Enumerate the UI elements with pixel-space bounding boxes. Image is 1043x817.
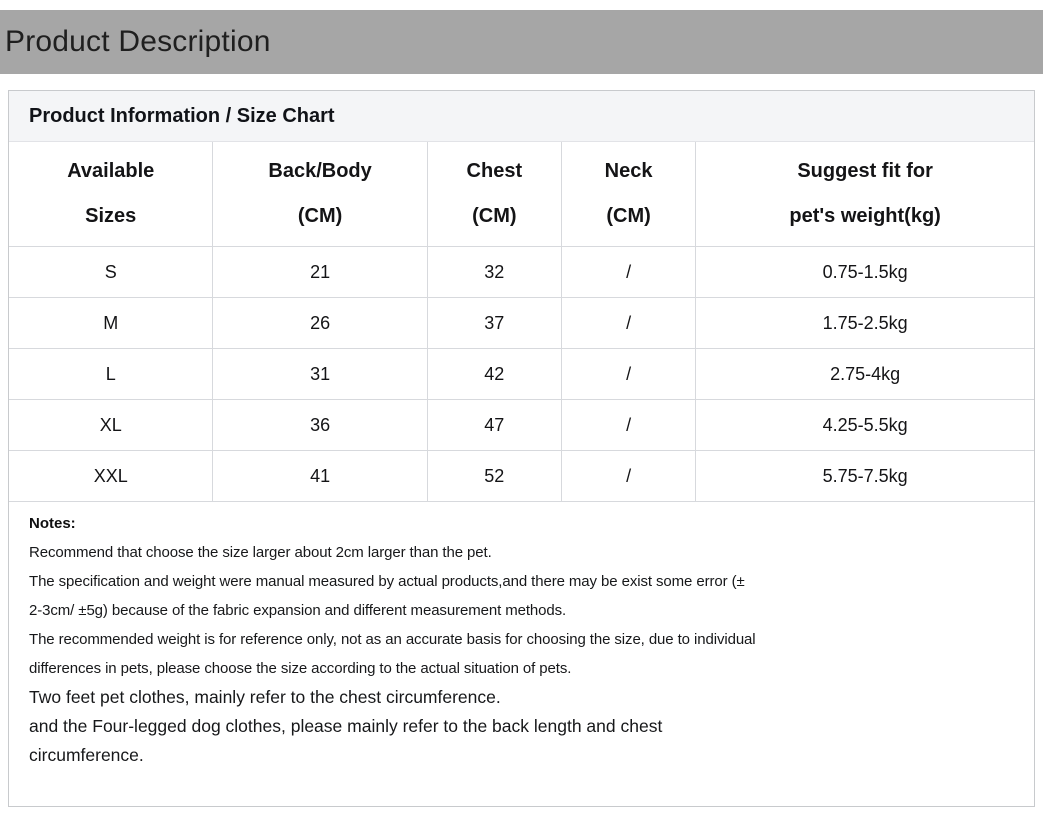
size-chart-panel: Product Information / Size Chart Availab… [8,90,1035,807]
cell-neck: / [561,399,697,451]
cell-weight: 0.75-1.5kg [695,246,1034,298]
table-row-size-l: L 31 42 / 2.75-4kg [9,348,1034,400]
cell-chest: 47 [427,399,562,451]
cell-chest: 32 [427,246,562,298]
table-row-size-xxl: XXL 41 52 / 5.75-7.5kg [9,450,1034,502]
cell-chest: 52 [427,450,562,502]
cell-chest: 37 [427,297,562,349]
notes-label: Notes: [29,515,76,532]
cell-size: XL [9,399,214,451]
note-line: Recommend that choose the size larger ab… [29,544,492,561]
cell-neck: / [561,246,697,298]
header-line: Neck [604,160,653,182]
header-line: Sizes [85,205,137,227]
cell-neck: / [561,297,697,349]
cell-back-body: 26 [212,297,428,349]
col-header-available-sizes: Available Sizes [9,142,214,247]
header-line: Available [67,160,155,182]
notes-section: Notes: Recommend that choose the size la… [9,502,1034,806]
col-header-suggested-weight: Suggest fit for pet's weight(kg) [695,142,1034,247]
cell-chest: 42 [427,348,562,400]
header-line: pet's weight(kg) [789,205,941,227]
cell-weight: 5.75-7.5kg [695,450,1034,502]
panel-title: Product Information / Size Chart [29,105,335,127]
section-banner: Product Description [0,10,1043,74]
table-row-size-xl: XL 36 47 / 4.25-5.5kg [9,399,1034,451]
cell-back-body: 31 [212,348,428,400]
table-row-size-s: S 21 32 / 0.75-1.5kg [9,246,1034,298]
header-line: (CM) [472,205,517,227]
cell-back-body: 36 [212,399,428,451]
header-line: Chest [466,160,523,182]
header-line: Back/Body [268,160,372,182]
cell-size: XXL [9,450,214,502]
cell-weight: 4.25-5.5kg [695,399,1034,451]
col-header-neck-cm: Neck (CM) [561,142,697,247]
panel-heading: Product Information / Size Chart [9,91,1034,142]
cell-weight: 1.75-2.5kg [695,297,1034,349]
cell-size: L [9,348,214,400]
cell-size: M [9,297,214,349]
note-line-large: and the Four-legged dog clothes, please … [29,716,663,736]
section-title: Product Description [5,25,271,58]
note-line: The specification and weight were manual… [29,573,745,590]
cell-neck: / [561,348,697,400]
cell-size: S [9,246,214,298]
note-line: 2-3cm/ ±5g) because of the fabric expans… [29,602,567,619]
note-line-large: Two feet pet clothes, mainly refer to th… [29,687,501,707]
table-header-row: Available Sizes Back/Body (CM) Chest (CM… [9,142,1034,247]
cell-weight: 2.75-4kg [695,348,1034,400]
header-line: (CM) [297,205,343,227]
col-header-back-body-cm: Back/Body (CM) [212,142,428,247]
header-line: (CM) [606,205,651,227]
col-header-chest-cm: Chest (CM) [427,142,562,247]
note-line: The recommended weight is for reference … [29,631,756,648]
note-line-large: circumference. [29,745,144,765]
size-chart-table: Available Sizes Back/Body (CM) Chest (CM… [9,142,1034,502]
table-row-size-m: M 26 37 / 1.75-2.5kg [9,297,1034,349]
cell-neck: / [561,450,697,502]
note-line: differences in pets, please choose the s… [29,660,572,677]
cell-back-body: 41 [212,450,428,502]
header-line: Suggest fit for [797,160,933,182]
cell-back-body: 21 [212,246,428,298]
